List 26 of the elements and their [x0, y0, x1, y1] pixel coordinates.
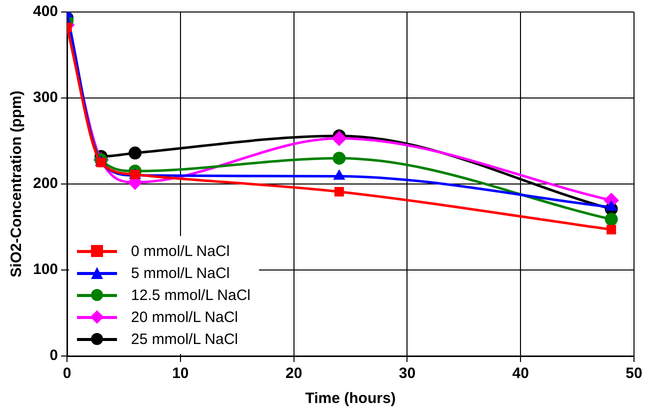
y-axis-title: SiO2-Concentration (ppm) [8, 90, 26, 278]
point [334, 187, 344, 196]
point [332, 130, 347, 146]
x-tick-label: 50 [626, 365, 642, 382]
x-tick-label: 10 [172, 365, 189, 382]
legend-label: 0 mmol/L NaCl [131, 242, 230, 260]
y-tick-label: 0 [50, 347, 58, 364]
point [128, 146, 142, 160]
x-tick-label: 20 [285, 365, 302, 382]
point [606, 224, 616, 234]
x-tick-label: 30 [398, 365, 416, 382]
x-tick-label: 0 [62, 365, 72, 382]
y-tick-label: 200 [32, 175, 58, 192]
point [606, 200, 618, 211]
point [333, 170, 345, 180]
point [332, 152, 346, 165]
x-tick-label: 40 [512, 365, 529, 382]
y-tick-label: 100 [32, 261, 58, 278]
legend-label: 12.5 mmol/L NaCl [131, 286, 251, 304]
legend-label: 25 mmol/L NaCl [131, 330, 238, 348]
y-tick-label: 300 [32, 89, 58, 106]
legend-label: 5 mmol/L NaCl [131, 264, 230, 282]
x-axis-title: Time (hours) [305, 390, 396, 408]
point [604, 212, 618, 226]
legend-label: 20 mmol/L NaCl [131, 308, 238, 326]
y-tick-label: 400 [32, 3, 58, 20]
